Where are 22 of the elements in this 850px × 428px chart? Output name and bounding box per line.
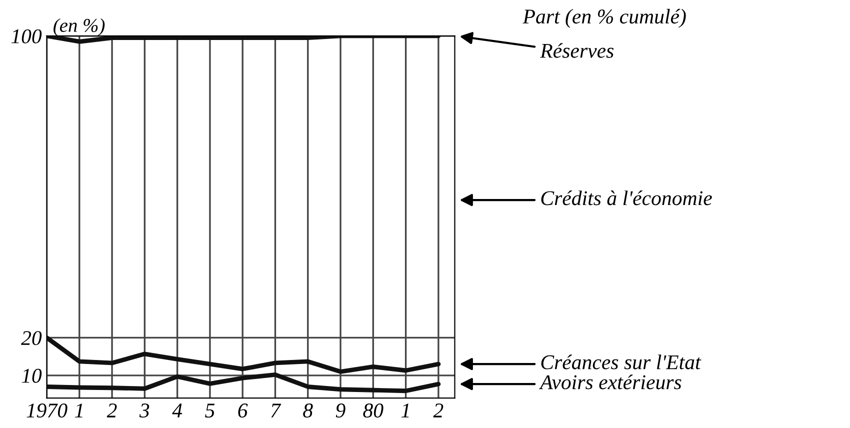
x-tick-label: 9 <box>336 404 346 418</box>
x-tick-label: 7 <box>271 404 282 418</box>
x-tick-label: 3 <box>139 404 150 418</box>
x-tick-label: 2 <box>433 404 444 418</box>
x-tick-label: 5 <box>205 404 215 418</box>
y-tick-label: 20 <box>21 331 42 346</box>
x-tick-label: 80 <box>363 404 384 418</box>
y-tick-label: 10 <box>22 368 42 383</box>
text: Part (en % cumulé) <box>522 8 686 28</box>
x-tick-label: 6 <box>238 404 248 418</box>
text: Créances sur l'Etat <box>541 354 702 370</box>
x-tick-label: 8 <box>303 404 313 418</box>
x-tick-label: 1 <box>401 404 409 418</box>
x-tick-label: 1970 <box>26 404 68 418</box>
y-axis-title: (en %) <box>54 18 105 36</box>
y-tick-label: 100 <box>11 29 42 44</box>
x-tick-label: 1 <box>74 404 82 418</box>
text: Avoirs extérieurs <box>538 374 682 390</box>
x-tick-label: 4 <box>172 404 182 418</box>
x-tick-label: 2 <box>106 404 117 418</box>
text: Crédits à l'économie <box>541 190 712 206</box>
text: Réserves <box>540 43 614 58</box>
